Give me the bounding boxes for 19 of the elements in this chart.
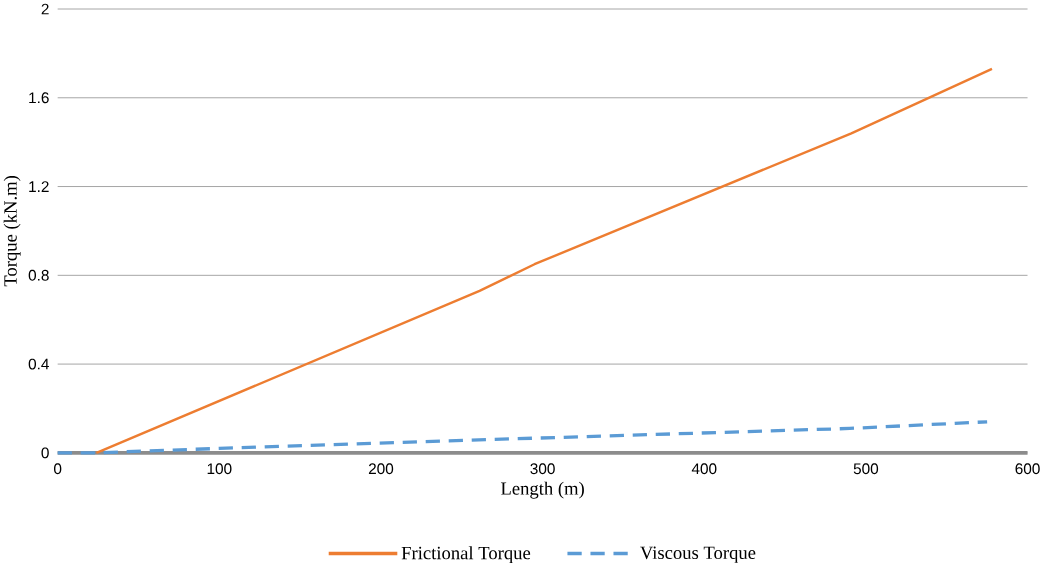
y-tick-label: 2 xyxy=(41,3,49,15)
x-tick-label: 600 xyxy=(1015,463,1040,475)
x-tick-label: 200 xyxy=(368,463,394,475)
y-tick-label: 1.6 xyxy=(29,92,49,104)
y-tick-label: 1.2 xyxy=(29,181,49,192)
x-tick-label: 0 xyxy=(54,463,62,475)
legend-label: Viscous Torque xyxy=(640,546,756,563)
x-tick-label: 100 xyxy=(207,463,232,475)
y-tick-label: 0.8 xyxy=(28,269,49,281)
line-series xyxy=(95,67,994,454)
x-tick-label: 400 xyxy=(691,463,717,475)
x-tick-label: 500 xyxy=(853,463,879,475)
y-axis-title: Torque (kN.m) xyxy=(3,175,21,287)
line-series xyxy=(56,420,989,455)
y-tick-label: 0.4 xyxy=(28,358,49,370)
x-tick-label: 300 xyxy=(530,463,555,475)
y-tick-label: 0 xyxy=(41,447,49,459)
x-axis-title: Length (m) xyxy=(500,481,584,499)
legend-label: Frictional Torque xyxy=(401,546,531,564)
